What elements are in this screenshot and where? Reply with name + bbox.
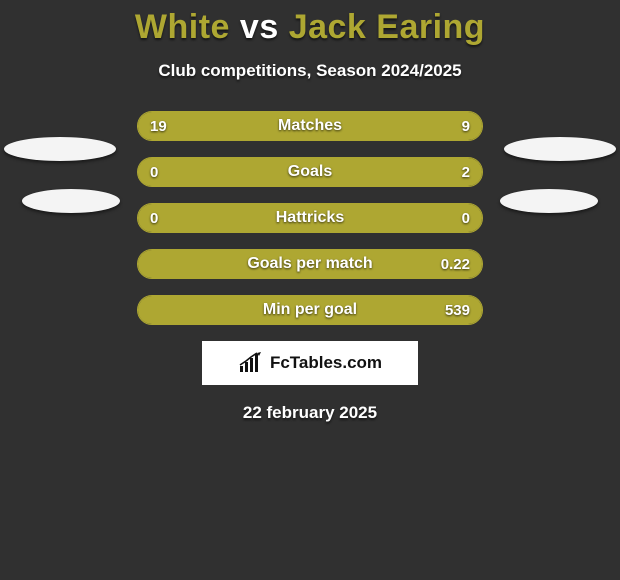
stat-label: Min per goal [138, 296, 482, 324]
player1-photo-placeholder-1 [4, 137, 116, 161]
stat-value-right: 0 [462, 204, 470, 232]
player2-photo-placeholder-2 [500, 189, 598, 213]
page-title: White vs Jack Earing [0, 0, 620, 47]
stat-row-min-per-goal: Min per goal 539 [137, 295, 483, 325]
date: 22 february 2025 [0, 403, 620, 423]
stat-label: Matches [138, 112, 482, 140]
stat-label: Hattricks [138, 204, 482, 232]
stat-label: Goals [138, 158, 482, 186]
title-vs: vs [240, 8, 279, 46]
stat-value-right: 539 [445, 296, 470, 324]
stat-row-matches: 19 Matches 9 [137, 111, 483, 141]
brand-box: FcTables.com [202, 341, 418, 385]
player2-photo-placeholder-1 [504, 137, 616, 161]
player2-name: Jack Earing [289, 8, 485, 46]
stat-row-goals: 0 Goals 2 [137, 157, 483, 187]
stat-value-right: 0.22 [441, 250, 470, 278]
stat-row-hattricks: 0 Hattricks 0 [137, 203, 483, 233]
stat-value-right: 2 [462, 158, 470, 186]
brand-text: FcTables.com [270, 353, 382, 373]
comparison-stage: 19 Matches 9 0 Goals 2 0 Hattricks 0 Goa… [0, 111, 620, 423]
stat-row-goals-per-match: Goals per match 0.22 [137, 249, 483, 279]
stat-label: Goals per match [138, 250, 482, 278]
brand-barchart-icon [238, 352, 264, 374]
player1-name: White [135, 8, 230, 46]
subtitle: Club competitions, Season 2024/2025 [0, 61, 620, 81]
stat-value-right: 9 [462, 112, 470, 140]
player1-photo-placeholder-2 [22, 189, 120, 213]
stat-rows: 19 Matches 9 0 Goals 2 0 Hattricks 0 Goa… [137, 111, 483, 325]
